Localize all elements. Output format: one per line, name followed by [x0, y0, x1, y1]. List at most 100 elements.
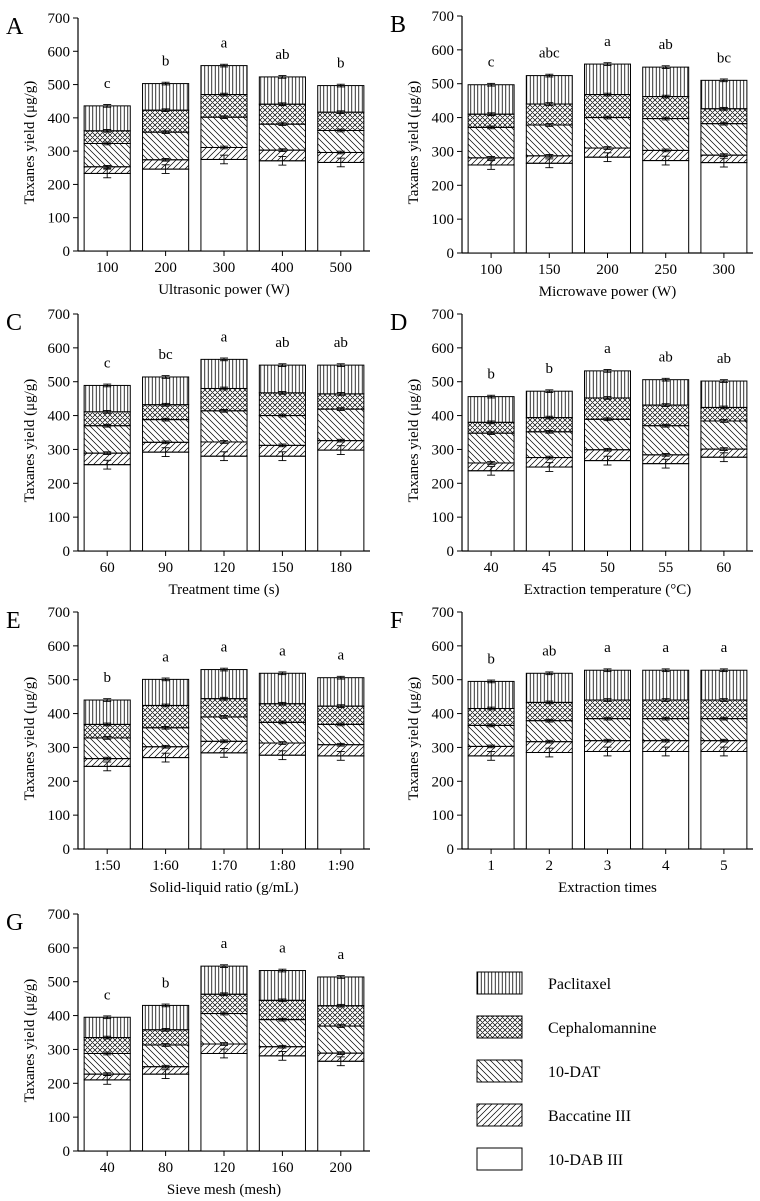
bar-segment-10-dat [642, 118, 690, 151]
legend-item-dat: 10-DAT [476, 1059, 601, 1083]
bar-segment-cephalomannine [584, 699, 631, 720]
y-tick-label: 300 [48, 740, 71, 756]
significance-letter: c [104, 987, 111, 1003]
bar-segment-cephalomannine [700, 108, 748, 125]
x-axis-label: Extraction times [558, 880, 657, 896]
y-tick-label: 400 [48, 409, 71, 425]
significance-letter: a [221, 329, 228, 345]
legend-swatch [476, 1059, 523, 1083]
bar-segment-paclitaxel [83, 384, 131, 413]
bar-segment-10-dat [317, 408, 365, 442]
bar-segment-10-dat [467, 126, 515, 159]
bar-segment-10-dat [200, 716, 248, 742]
x-tick-label: 1:60 [152, 858, 179, 874]
legend: Paclitaxel Cephalomannine 10-DAT Baccatine … [476, 971, 656, 1171]
x-axis-label: Treatment time (s) [168, 582, 279, 598]
bar-segment-paclitaxel [142, 376, 190, 406]
y-axis-label: Taxanes yield (μg/g) [406, 677, 422, 801]
bar-segment-10-dab-iii [467, 755, 515, 850]
x-tick-label: 55 [658, 560, 673, 576]
y-tick-label: 600 [48, 639, 71, 655]
x-tick-label: 40 [100, 1160, 115, 1176]
significance-letter: ab [542, 643, 556, 659]
y-tick-label: 100 [48, 1110, 71, 1126]
bar-segment-paclitaxel [584, 63, 631, 96]
bar-segment-paclitaxel [317, 677, 365, 707]
bar-segment-paclitaxel [142, 83, 190, 111]
bar-segment-paclitaxel [525, 390, 573, 419]
bar-segment-paclitaxel [525, 672, 573, 703]
y-tick-label: 0 [447, 246, 455, 262]
bar-segment-cephalomannine [200, 94, 248, 118]
bar-segment-10-dab-iii [317, 161, 365, 252]
legend-label: Paclitaxel [548, 976, 612, 993]
bar-segment-10-dab-iii [83, 172, 131, 252]
bar-segment-baccatine-iii [200, 441, 248, 457]
bar-segment-10-dat [584, 418, 631, 451]
y-tick-label: 700 [432, 307, 455, 323]
bar-segment-cephalomannine [200, 387, 248, 412]
bar-segment-10-dat [83, 425, 131, 454]
x-tick-label: 2 [546, 858, 554, 874]
legend-item-dab: 10-DAB III [476, 1147, 623, 1171]
bar-segment-10-dab-iii [642, 160, 690, 254]
panel-letter: D [390, 310, 407, 336]
bar-segment-cephalomannine [142, 704, 190, 729]
bar-segment-10-dat [584, 117, 631, 149]
x-tick-label: 80 [158, 1160, 173, 1176]
legend-swatch [476, 1015, 523, 1039]
bar-segment-paclitaxel [258, 672, 306, 705]
bar-segment-paclitaxel [525, 75, 573, 105]
y-tick-label: 700 [432, 605, 455, 621]
panel-letter: G [6, 910, 23, 936]
bar-segment-10-dat [258, 1019, 306, 1048]
bar-segment-cephalomannine [700, 699, 748, 720]
legend-item-baccatine: Baccatine III [476, 1103, 631, 1127]
x-tick-label: 160 [271, 1160, 294, 1176]
panel-d: 0 100 200 300 400 500 600 700 D Taxanes yield (μg… [390, 307, 753, 598]
panel-letter: A [6, 14, 24, 40]
bar-segment-10-dab-iii [525, 162, 573, 254]
x-tick-label: 50 [600, 560, 615, 576]
x-tick-label: 500 [330, 260, 353, 276]
bar-segment-baccatine-iii [200, 146, 248, 160]
bar-segment-cephalomannine [467, 707, 515, 726]
legend-swatch [476, 1147, 523, 1171]
legend-label: Cephalomannine [548, 1020, 656, 1037]
y-tick-label: 0 [63, 1144, 71, 1160]
bar-segment-paclitaxel [642, 379, 690, 406]
bar-segment-10-dat [317, 130, 365, 153]
x-tick-label: 120 [213, 560, 236, 576]
bar-segment-paclitaxel [83, 105, 131, 132]
bar-segment-10-dat [317, 723, 365, 746]
significance-letter: ab [275, 335, 289, 351]
bar-segment-cephalomannine [584, 397, 631, 420]
bar-segment-cephalomannine [83, 1037, 131, 1054]
y-axis-label: Taxanes yield (μg/g) [406, 81, 422, 205]
significance-letter: a [604, 34, 611, 50]
bar-segment-cephalomannine [83, 411, 131, 427]
bar-segment-paclitaxel [83, 699, 131, 725]
x-axis-label: Ultrasonic power (W) [158, 282, 290, 298]
panel-letter: F [390, 608, 403, 634]
legend-item-cephalomannine: Cephalomannine [476, 1015, 656, 1039]
x-tick-label: 40 [484, 560, 499, 576]
significance-letter: b [487, 651, 495, 667]
bar-segment-10-dab-iii [83, 464, 131, 552]
y-tick-label: 500 [432, 375, 455, 391]
bar-segment-10-dab-iii [317, 755, 365, 850]
y-tick-label: 400 [48, 111, 71, 127]
bar-segment-paclitaxel [700, 79, 748, 110]
panel-e: 0 100 200 300 400 500 600 700 E Taxanes yield (μg… [6, 605, 370, 896]
y-tick-label: 200 [432, 178, 455, 194]
bar-segment-10-dab-iii [467, 164, 515, 254]
bar-segment-10-dab-iii [525, 466, 573, 552]
bar-segment-10-dat [317, 1025, 365, 1054]
bar-segment-paclitaxel [258, 76, 306, 105]
bar-segment-10-dab-iii [700, 750, 748, 850]
bar-segment-10-dab-iii [200, 752, 248, 850]
bar-segment-paclitaxel [700, 669, 748, 701]
bar-segment-10-dab-iii [584, 750, 631, 850]
bar-segment-10-dab-iii [258, 455, 306, 552]
